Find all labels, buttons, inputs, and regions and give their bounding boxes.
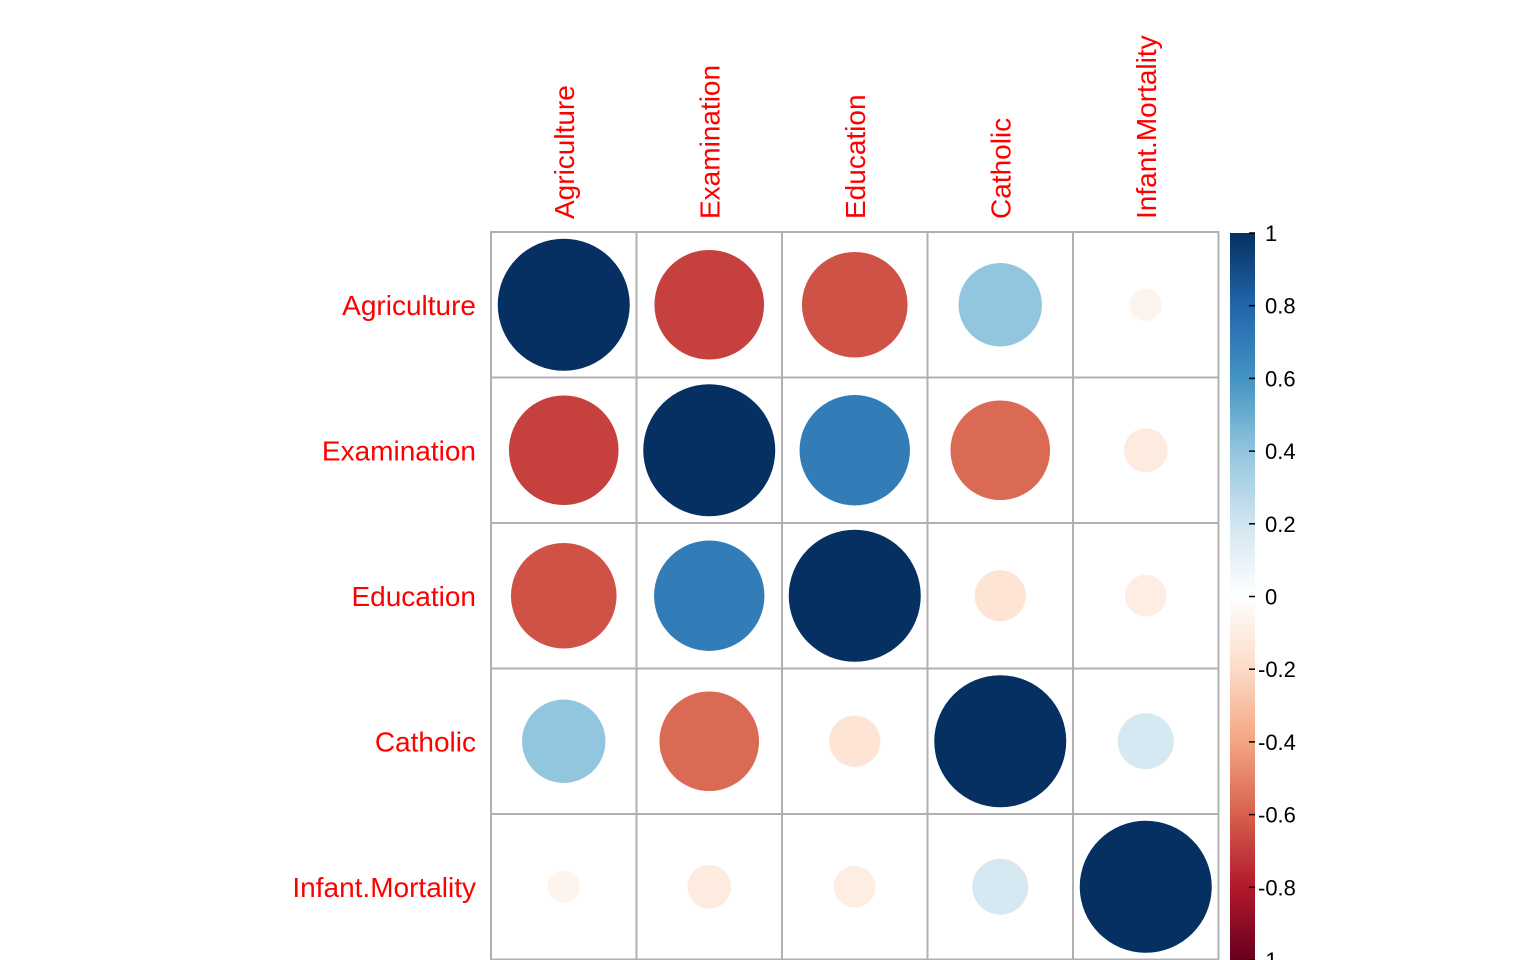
- corr-circle-education-agriculture: [510, 542, 617, 649]
- correlation-circles: [497, 238, 1212, 953]
- colorbar-tick-label: -0.6: [1258, 803, 1296, 828]
- variable-labels: Agriculture Examination Education Catholic I…: [292, 35, 1161, 902]
- colorbar-tick-label: 0: [1265, 585, 1277, 610]
- corr-circle-agriculture-agriculture: [497, 238, 630, 371]
- corr-circle-education-examination: [654, 540, 765, 651]
- colorbar-tick-label: -0.2: [1258, 657, 1296, 682]
- corr-circle-examination-catholic: [950, 400, 1051, 501]
- corr-circle-catholic-examination: [659, 691, 760, 792]
- corr-circle-catholic-infant-mortality: [1117, 713, 1174, 770]
- colorbar-tick-label: 0.4: [1265, 439, 1296, 464]
- row-label: Agriculture: [342, 290, 476, 321]
- corr-circle-education-catholic: [974, 570, 1026, 622]
- colorbar-tick-label: -1: [1258, 948, 1278, 960]
- corr-circle-agriculture-catholic: [958, 263, 1042, 347]
- corr-circle-agriculture-examination: [654, 249, 765, 360]
- corr-circle-agriculture-infant-mortality: [1129, 288, 1162, 321]
- row-label: Examination: [322, 435, 476, 466]
- corr-circle-infant-mortality-agriculture: [547, 870, 580, 903]
- corr-circle-examination-infant-mortality: [1123, 428, 1168, 473]
- column-label: Education: [840, 94, 871, 219]
- corr-circle-infant-mortality-education: [833, 865, 876, 908]
- column-label: Agriculture: [549, 85, 580, 219]
- row-label: Education: [351, 581, 476, 612]
- column-label: Infant.Mortality: [1131, 35, 1162, 219]
- corr-circle-catholic-catholic: [934, 675, 1067, 808]
- corr-circle-education-infant-mortality: [1124, 574, 1167, 617]
- colorbar-tick-label: 1: [1265, 221, 1277, 246]
- colorbar-tick-label: 0.2: [1265, 512, 1296, 537]
- corr-circle-education-education: [788, 529, 921, 662]
- corr-circle-examination-education: [799, 395, 910, 506]
- corr-circle-catholic-education: [829, 715, 881, 767]
- colorbar-tick-label: -0.8: [1258, 875, 1296, 900]
- corr-circle-agriculture-education: [801, 251, 908, 358]
- corr-circle-infant-mortality-catholic: [972, 858, 1029, 915]
- colorbar-tick-label: -0.4: [1258, 730, 1296, 755]
- corr-circle-infant-mortality-examination: [687, 864, 732, 909]
- grid: [490, 231, 1220, 960]
- colorbar-tick-label: 0.8: [1265, 294, 1296, 319]
- colorbar-tick-label: 0.6: [1265, 366, 1296, 391]
- row-label: Infant.Mortality: [292, 872, 476, 903]
- column-label: Catholic: [985, 118, 1016, 219]
- corr-circle-examination-examination: [643, 384, 776, 517]
- row-label: Catholic: [375, 726, 476, 757]
- corr-circle-infant-mortality-infant-mortality: [1079, 820, 1212, 953]
- colorbar: 1 0.8 0.6 0.4 0.2 0 -0.2 -0.4 -0.6 -0.8 -1: [1230, 221, 1296, 960]
- corr-circle-examination-agriculture: [508, 395, 619, 506]
- corr-circle-catholic-agriculture: [522, 699, 606, 783]
- column-label: Examination: [694, 65, 725, 219]
